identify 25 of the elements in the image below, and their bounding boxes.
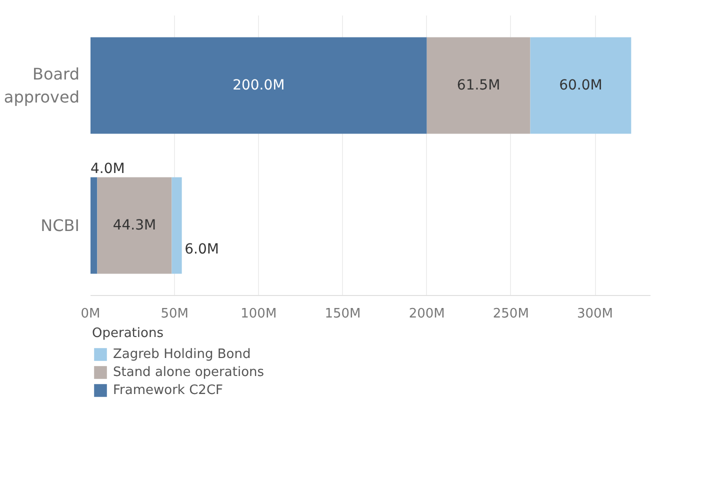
bar — [530, 37, 632, 134]
data-label: 61.5M — [456, 78, 500, 94]
bar — [97, 177, 172, 274]
bar — [172, 177, 182, 274]
legend-title: Operations — [92, 326, 164, 341]
bar — [426, 37, 530, 134]
bar — [90, 37, 427, 134]
x-tick-label: 250M — [492, 306, 529, 322]
legend-label: Stand alone operations — [113, 364, 264, 380]
bar — [90, 177, 98, 274]
x-tick-label: 50M — [160, 306, 188, 322]
data-label: 60.0M — [559, 78, 602, 94]
data-label: 6.0M — [184, 242, 219, 258]
x-tick-label: 300M — [576, 306, 614, 322]
x-tick-label: 0M — [80, 306, 100, 322]
data-label: 200.0M — [232, 78, 285, 94]
legend-label: Zagreb Holding Bond — [113, 346, 251, 362]
y-tick-label: NCBI — [40, 216, 80, 235]
x-tick-label: 100M — [240, 306, 277, 322]
x-tick-label: 150M — [324, 306, 361, 322]
x-tick-label: 200M — [408, 306, 445, 322]
data-label: 44.3M — [112, 218, 156, 234]
legend-label: Framework C2CF — [113, 382, 223, 398]
y-tick-label: Board approved — [4, 64, 80, 106]
data-label: 4.0M — [90, 161, 125, 178]
